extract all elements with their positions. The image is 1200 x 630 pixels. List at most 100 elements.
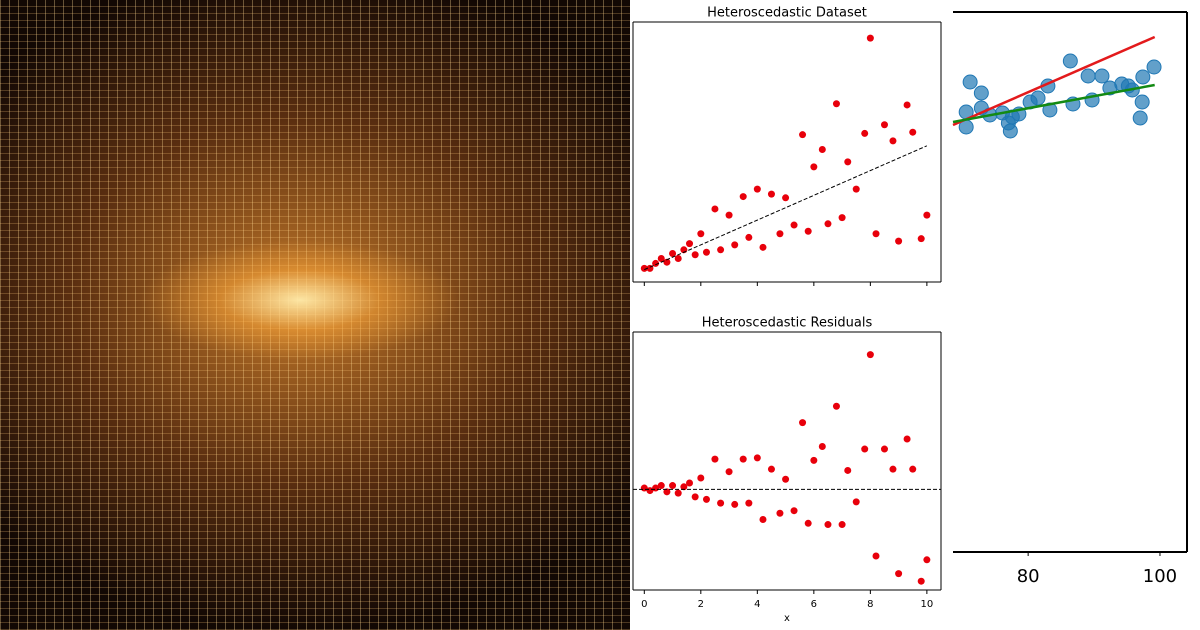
point — [852, 185, 860, 193]
point — [903, 435, 911, 443]
point — [663, 488, 671, 496]
point — [753, 185, 761, 193]
point — [1135, 69, 1151, 85]
point — [657, 254, 665, 262]
point — [824, 220, 832, 228]
x-tick-label: 4 — [754, 599, 760, 610]
point — [818, 443, 826, 451]
point — [739, 193, 747, 201]
point — [852, 498, 860, 506]
point — [702, 248, 710, 256]
point — [711, 455, 719, 463]
fit-line — [952, 83, 1155, 124]
point — [691, 251, 699, 259]
x-tick-label: 100 — [1143, 566, 1177, 587]
point — [818, 146, 826, 154]
point — [782, 475, 790, 483]
point — [674, 254, 682, 262]
point — [1146, 59, 1162, 75]
point — [799, 131, 807, 139]
point — [861, 129, 869, 137]
point — [844, 466, 852, 474]
point — [962, 74, 978, 90]
point — [669, 250, 677, 258]
point — [674, 489, 682, 497]
point — [767, 190, 775, 198]
point — [1030, 90, 1046, 106]
point — [895, 570, 903, 578]
point — [917, 577, 925, 585]
point — [866, 34, 874, 42]
x-tick-label: 0 — [641, 599, 647, 610]
point — [880, 445, 888, 453]
point — [866, 351, 874, 359]
point — [923, 211, 931, 219]
point — [810, 163, 818, 171]
point — [832, 100, 840, 108]
point — [782, 194, 790, 202]
point — [725, 468, 733, 476]
point — [739, 455, 747, 463]
chart-title: Heteroscedastic Residuals — [702, 316, 873, 331]
point — [810, 456, 818, 464]
point — [680, 483, 688, 491]
point — [776, 509, 784, 517]
point — [889, 465, 897, 473]
point — [652, 259, 660, 267]
point — [861, 445, 869, 453]
point — [776, 230, 784, 238]
point — [1134, 94, 1150, 110]
x-tick-label: 6 — [811, 599, 817, 610]
point — [759, 516, 767, 524]
point — [1080, 68, 1096, 84]
point — [711, 205, 719, 213]
photo — [0, 0, 630, 630]
point — [799, 419, 807, 427]
point — [903, 101, 911, 109]
point — [790, 507, 798, 515]
x-tick-label: 10 — [921, 599, 934, 610]
point — [872, 230, 880, 238]
point — [753, 454, 761, 462]
point — [669, 482, 677, 490]
point — [663, 258, 671, 266]
point — [909, 128, 917, 136]
point — [1132, 110, 1148, 126]
point — [1062, 53, 1078, 69]
point — [717, 499, 725, 507]
point — [880, 121, 888, 129]
point — [702, 495, 710, 503]
point — [697, 230, 705, 238]
point — [717, 246, 725, 254]
point — [1002, 123, 1018, 139]
fit-line — [644, 145, 928, 271]
point — [923, 556, 931, 564]
x-tick-label: 8 — [867, 599, 873, 610]
point — [686, 479, 694, 487]
point — [895, 237, 903, 245]
point — [697, 474, 705, 482]
point — [804, 227, 812, 235]
point — [759, 243, 767, 251]
chart-title: Heteroscedastic Dataset — [707, 6, 867, 21]
point — [657, 482, 665, 490]
point — [804, 519, 812, 527]
point — [686, 240, 694, 248]
point — [745, 499, 753, 507]
point — [838, 214, 846, 222]
point — [889, 137, 897, 145]
point — [745, 233, 753, 241]
x-axis-label: x — [784, 613, 790, 624]
point — [832, 402, 840, 410]
point — [973, 85, 989, 101]
point — [909, 465, 917, 473]
point — [725, 211, 733, 219]
point — [844, 158, 852, 166]
point — [691, 493, 699, 501]
x-tick-label: 2 — [698, 599, 704, 610]
point — [824, 521, 832, 529]
point — [838, 521, 846, 529]
x-tick-label: 80 — [1017, 566, 1040, 587]
